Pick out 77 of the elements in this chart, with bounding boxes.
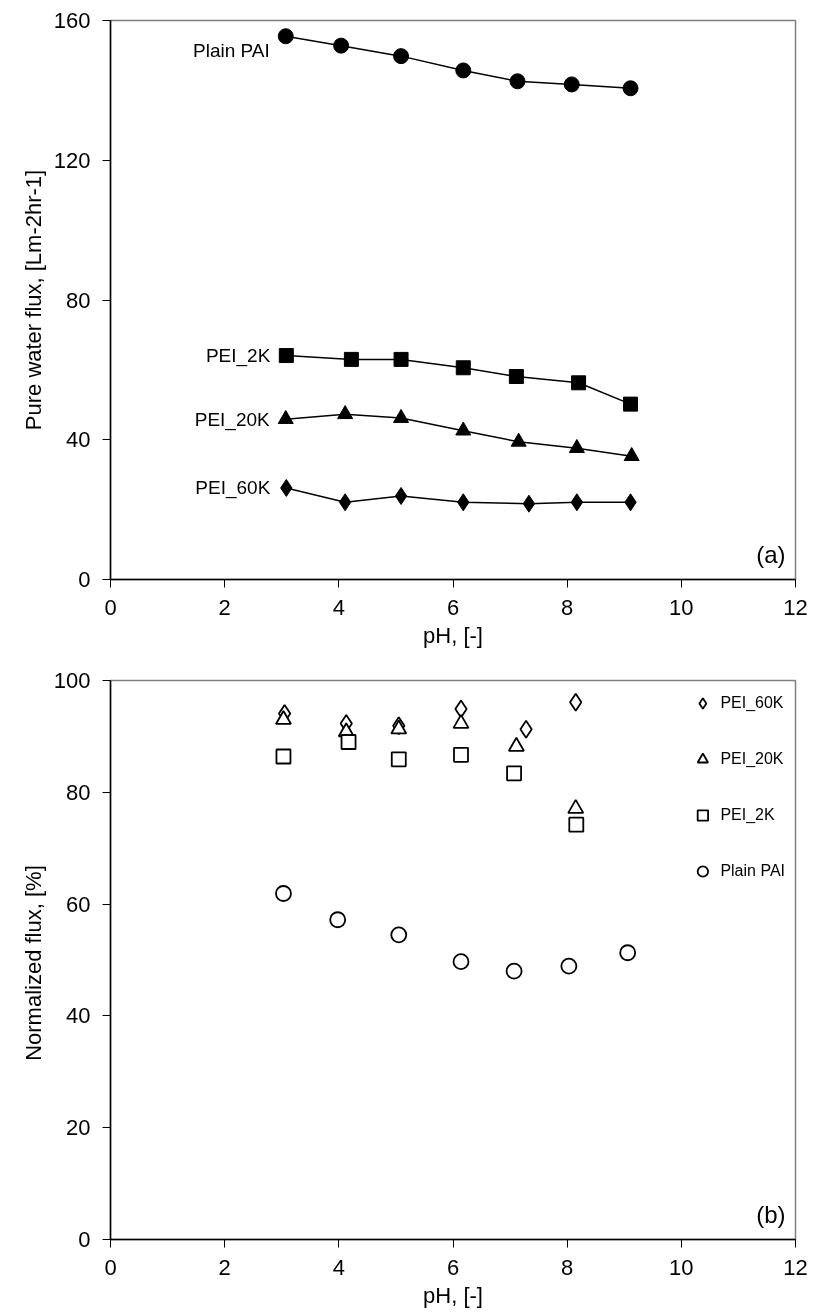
point: [455, 421, 472, 436]
y-tick-label: 60: [66, 891, 91, 917]
x-tick-label: 0: [104, 1254, 117, 1280]
point: [452, 953, 470, 971]
point: [275, 885, 292, 902]
point: [454, 699, 468, 719]
point: [623, 396, 639, 412]
annotation: (b): [756, 1200, 786, 1228]
annotation: (a): [756, 540, 786, 568]
point: [623, 447, 640, 461]
point: [340, 734, 357, 750]
x-tick-label: 12: [783, 1254, 808, 1280]
point: [455, 62, 472, 79]
point: [453, 746, 469, 763]
point: [277, 28, 294, 45]
legend-label: Plain PAI: [720, 862, 785, 880]
point: [569, 692, 583, 712]
point: [329, 911, 347, 929]
legend-label: PEI_2K: [720, 806, 775, 824]
series-label: PEI_60K: [195, 477, 271, 500]
point: [508, 369, 524, 385]
point: [343, 351, 359, 367]
point: [455, 360, 471, 376]
y-tick-label: 20: [66, 1115, 91, 1141]
point: [394, 487, 408, 505]
series-label: PEI_2K: [205, 345, 271, 368]
point: [275, 748, 292, 765]
point: [522, 494, 536, 513]
x-tick-label: 6: [446, 594, 460, 620]
x-tick-label: 12: [783, 594, 808, 620]
point: [390, 926, 408, 944]
series-label: PEI_20K: [194, 408, 271, 431]
point: [519, 719, 533, 739]
y-tick-label: 100: [53, 668, 91, 693]
y-tick-label: 80: [66, 287, 91, 313]
x-axis-title: pH, [-]: [423, 1282, 483, 1308]
y-axis-title: Pure water flux, [Lm-2hr-1]: [20, 169, 46, 431]
point: [622, 80, 639, 97]
x-tick-label: 4: [332, 594, 345, 620]
y-axis-title: Normalized flux, [%]: [20, 865, 46, 1061]
point: [338, 493, 352, 512]
x-tick-label: 10: [669, 594, 694, 620]
point: [393, 48, 410, 65]
x-tick-label: 6: [446, 1254, 460, 1280]
x-tick-label: 8: [561, 1254, 574, 1280]
x-tick-label: 8: [561, 594, 574, 620]
y-tick-label: 0: [78, 567, 91, 592]
y-tick-label: 40: [66, 1003, 91, 1029]
x-tick-label: 4: [332, 1254, 345, 1280]
point: [563, 76, 580, 93]
point: [619, 944, 637, 962]
legend-label: PEI_20K: [720, 750, 784, 768]
point: [506, 765, 522, 782]
y-tick-label: 80: [66, 779, 91, 805]
point: [560, 957, 578, 975]
x-tick-label: 10: [669, 1254, 694, 1280]
point: [571, 375, 587, 391]
point: [333, 37, 350, 54]
point: [509, 73, 526, 90]
x-tick-label: 2: [218, 594, 231, 620]
point: [505, 962, 523, 980]
point: [390, 751, 407, 768]
point: [393, 351, 409, 367]
point: [278, 348, 294, 364]
y-tick-label: 40: [66, 427, 91, 453]
y-tick-label: 160: [53, 8, 91, 33]
point: [570, 493, 584, 512]
x-axis-title: pH, [-]: [423, 622, 483, 648]
y-tick-label: 120: [53, 147, 91, 173]
point: [337, 405, 354, 420]
legend-label: PEI_60K: [720, 694, 784, 712]
y-tick-label: 0: [78, 1227, 91, 1252]
x-tick-label: 2: [218, 1254, 231, 1280]
series-label: Plain PAI: [193, 39, 270, 61]
point: [568, 816, 585, 833]
point: [275, 710, 292, 725]
x-tick-label: 0: [104, 594, 117, 620]
